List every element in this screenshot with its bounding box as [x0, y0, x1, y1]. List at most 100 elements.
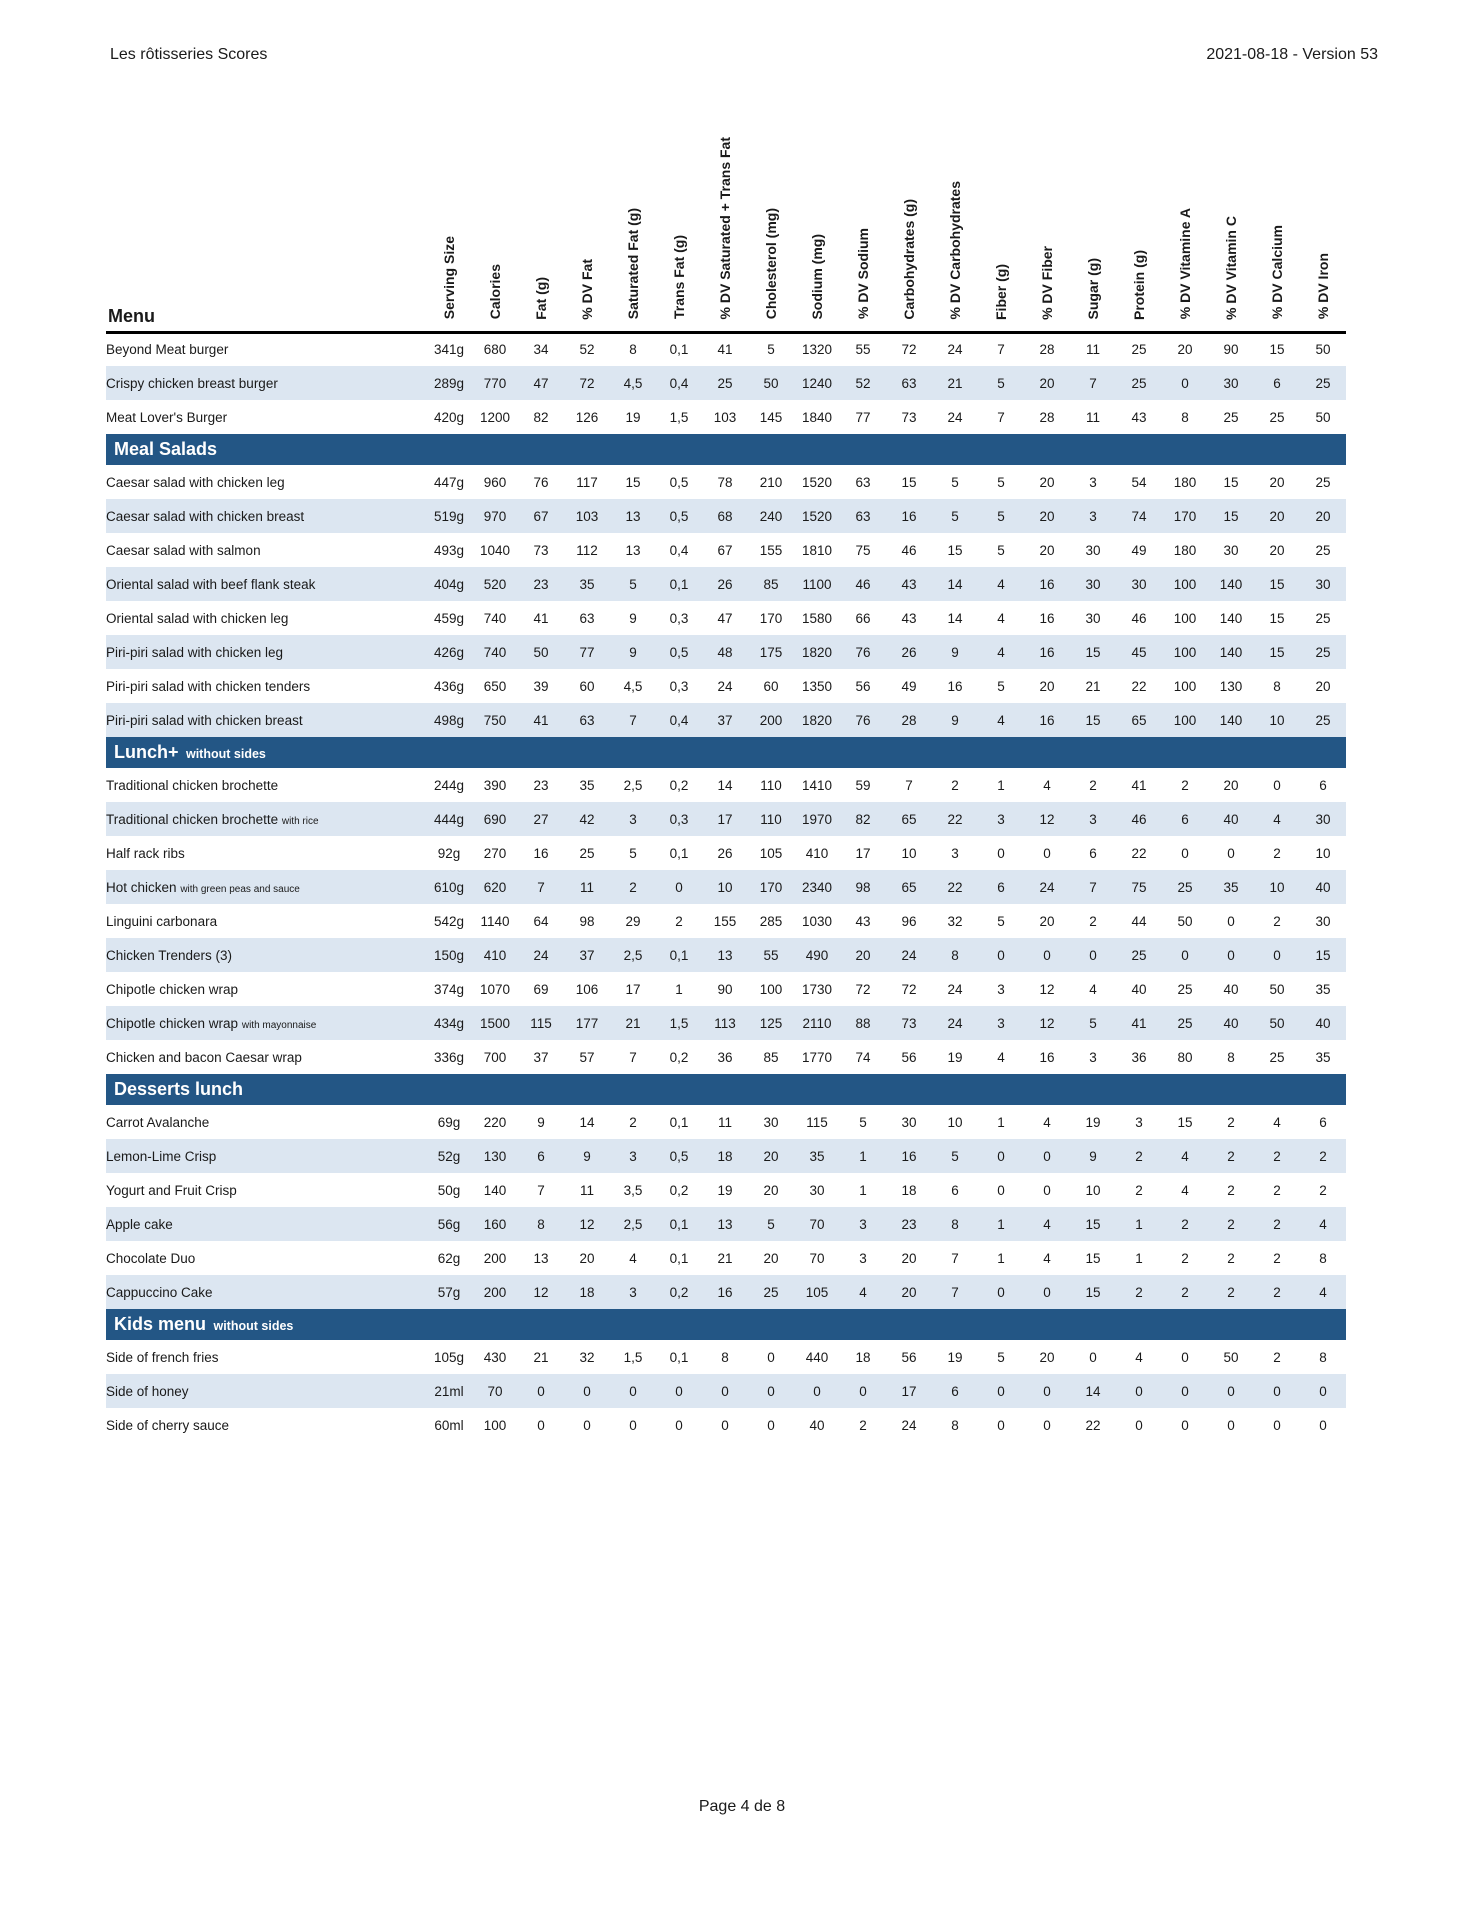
nutrition-value: 170: [1173, 508, 1197, 524]
nutrition-value: 14: [947, 576, 963, 592]
nutrition-value: 210: [759, 474, 783, 490]
nutrition-value: 140: [1219, 576, 1243, 592]
nutrition-value: 18: [579, 1284, 595, 1300]
nutrition-value: 30: [1085, 576, 1101, 592]
menu-item-name-cell: Chipotle chicken wrap: [106, 972, 426, 1006]
nutrition-value: 74: [1131, 508, 1147, 524]
nutrition-value: 29: [625, 913, 641, 929]
section-title: Desserts lunch: [114, 1079, 244, 1099]
nutrition-value: 14: [947, 610, 963, 626]
column-header-label: % DV Fat: [579, 258, 595, 320]
nutrition-value: 115: [530, 1015, 552, 1031]
nutrition-value: 3: [1089, 508, 1097, 524]
nutrition-value: 15: [1085, 644, 1101, 660]
nutrition-value: 542g: [433, 913, 465, 929]
menu-item-row: Piri-piri salad with chicken leg 426g 740…: [106, 635, 1346, 669]
nutrition-value: 16: [1039, 610, 1055, 626]
nutrition-value: 20: [1269, 542, 1285, 558]
nutrition-value: 2: [1273, 1250, 1281, 1266]
nutrition-value: 3: [859, 1216, 867, 1232]
nutrition-value: 25: [579, 845, 595, 861]
nutrition-value: 3: [997, 981, 1005, 997]
nutrition-value: 15: [947, 542, 963, 558]
nutrition-value: 18: [855, 1349, 871, 1365]
menu-item-name-cell: Chocolate Duo: [106, 1241, 426, 1275]
nutrition-value: 740: [483, 644, 507, 660]
nutrition-value: 0,5: [669, 644, 689, 660]
nutrition-value: 0,1: [669, 1349, 689, 1365]
nutrition-value: 15: [1269, 610, 1285, 626]
nutrition-value: 85: [763, 576, 779, 592]
section-header-cell: Meal Salads: [106, 434, 1346, 465]
menu-item-name-cell: Meat Lover's Burger: [106, 400, 426, 434]
nutrition-value: 1820: [801, 712, 833, 728]
nutrition-value: 2: [1273, 1284, 1281, 1300]
nutrition-value: 25: [717, 375, 733, 391]
nutrition-value: 69: [533, 981, 549, 997]
nutrition-value: 72: [901, 981, 917, 997]
nutrition-value: 40: [1315, 879, 1331, 895]
nutrition-value: 22: [947, 811, 963, 827]
nutrition-value: 5: [951, 474, 959, 490]
nutrition-value: 2: [1181, 1216, 1189, 1232]
nutrition-value: 0: [997, 1148, 1005, 1164]
nutrition-value: 770: [483, 375, 507, 391]
menu-item-row: Carrot Avalanche 69g 220 9 14 2 0,1 11 30 115 5 30…: [106, 1105, 1346, 1139]
nutrition-value: 2: [1273, 1148, 1281, 1164]
nutrition-value: 6: [1273, 375, 1281, 391]
nutrition-value: 5: [629, 845, 637, 861]
nutrition-value: 35: [1223, 879, 1239, 895]
column-header: % DV Iron: [1300, 110, 1346, 334]
nutrition-value: 2,5: [623, 947, 643, 963]
menu-item-row: Meat Lover's Burger 420g 1200 82 126 19 1,5 10…: [106, 400, 1346, 434]
nutrition-value: 2: [1227, 1284, 1235, 1300]
nutrition-value: 2: [675, 913, 683, 929]
nutrition-value: 66: [855, 610, 871, 626]
nutrition-value: 6: [951, 1383, 959, 1399]
nutrition-value: 3: [859, 1250, 867, 1266]
nutrition-value: 65: [901, 811, 917, 827]
nutrition-value: 11: [1085, 342, 1100, 358]
nutrition-value: 14: [579, 1114, 595, 1130]
nutrition-value: 15: [1085, 1216, 1101, 1232]
nutrition-value: 25: [1177, 879, 1193, 895]
nutrition-value: 20: [763, 1148, 779, 1164]
nutrition-value: 7: [951, 1284, 959, 1300]
nutrition-value: 5: [1089, 1015, 1097, 1031]
column-header-label: % DV Vitamine A: [1177, 208, 1193, 320]
nutrition-value: 25: [1315, 474, 1331, 490]
nutrition-value: 4: [1319, 1284, 1327, 1300]
nutrition-value: 30: [1223, 542, 1239, 558]
nutrition-value: 60: [763, 678, 779, 694]
nutrition-value: 30: [1315, 913, 1331, 929]
nutrition-value: 4: [997, 610, 1005, 626]
nutrition-value: 5: [767, 1216, 775, 1232]
nutrition-value: 27: [533, 811, 549, 827]
nutrition-table: Menu Serving Size Calories Fat (g) % DV …: [106, 110, 1346, 1442]
nutrition-value: 0,1: [669, 342, 689, 358]
nutrition-value: 63: [855, 508, 871, 524]
nutrition-value: 100: [1173, 712, 1197, 728]
nutrition-value: 0: [997, 947, 1005, 963]
nutrition-value: 32: [579, 1349, 595, 1365]
column-header: Sodium (mg): [794, 110, 840, 334]
nutrition-value: 0,3: [669, 678, 689, 694]
nutrition-value: 9: [537, 1114, 545, 1130]
nutrition-value: 90: [717, 981, 733, 997]
document-title: Les rôtisseries Scores: [110, 46, 268, 63]
nutrition-value: 15: [1085, 1284, 1101, 1300]
nutrition-value: 0: [767, 1349, 775, 1365]
nutrition-value: 0,4: [669, 712, 689, 728]
nutrition-value: 4: [1273, 1114, 1281, 1130]
nutrition-value: 25: [763, 1284, 779, 1300]
nutrition-value: 4: [1043, 1250, 1051, 1266]
menu-item-name-cell: Piri-piri salad with chicken leg: [106, 635, 426, 669]
column-header: % DV Fiber: [1024, 110, 1070, 334]
nutrition-value: 40: [1315, 1015, 1331, 1031]
nutrition-value: 9: [1089, 1148, 1097, 1164]
nutrition-value: 8: [1273, 678, 1281, 694]
nutrition-value: 59: [855, 777, 871, 793]
nutrition-value: 8: [1319, 1349, 1327, 1365]
column-header-label: % DV Sodium: [855, 228, 871, 320]
nutrition-value: 150g: [433, 947, 465, 963]
